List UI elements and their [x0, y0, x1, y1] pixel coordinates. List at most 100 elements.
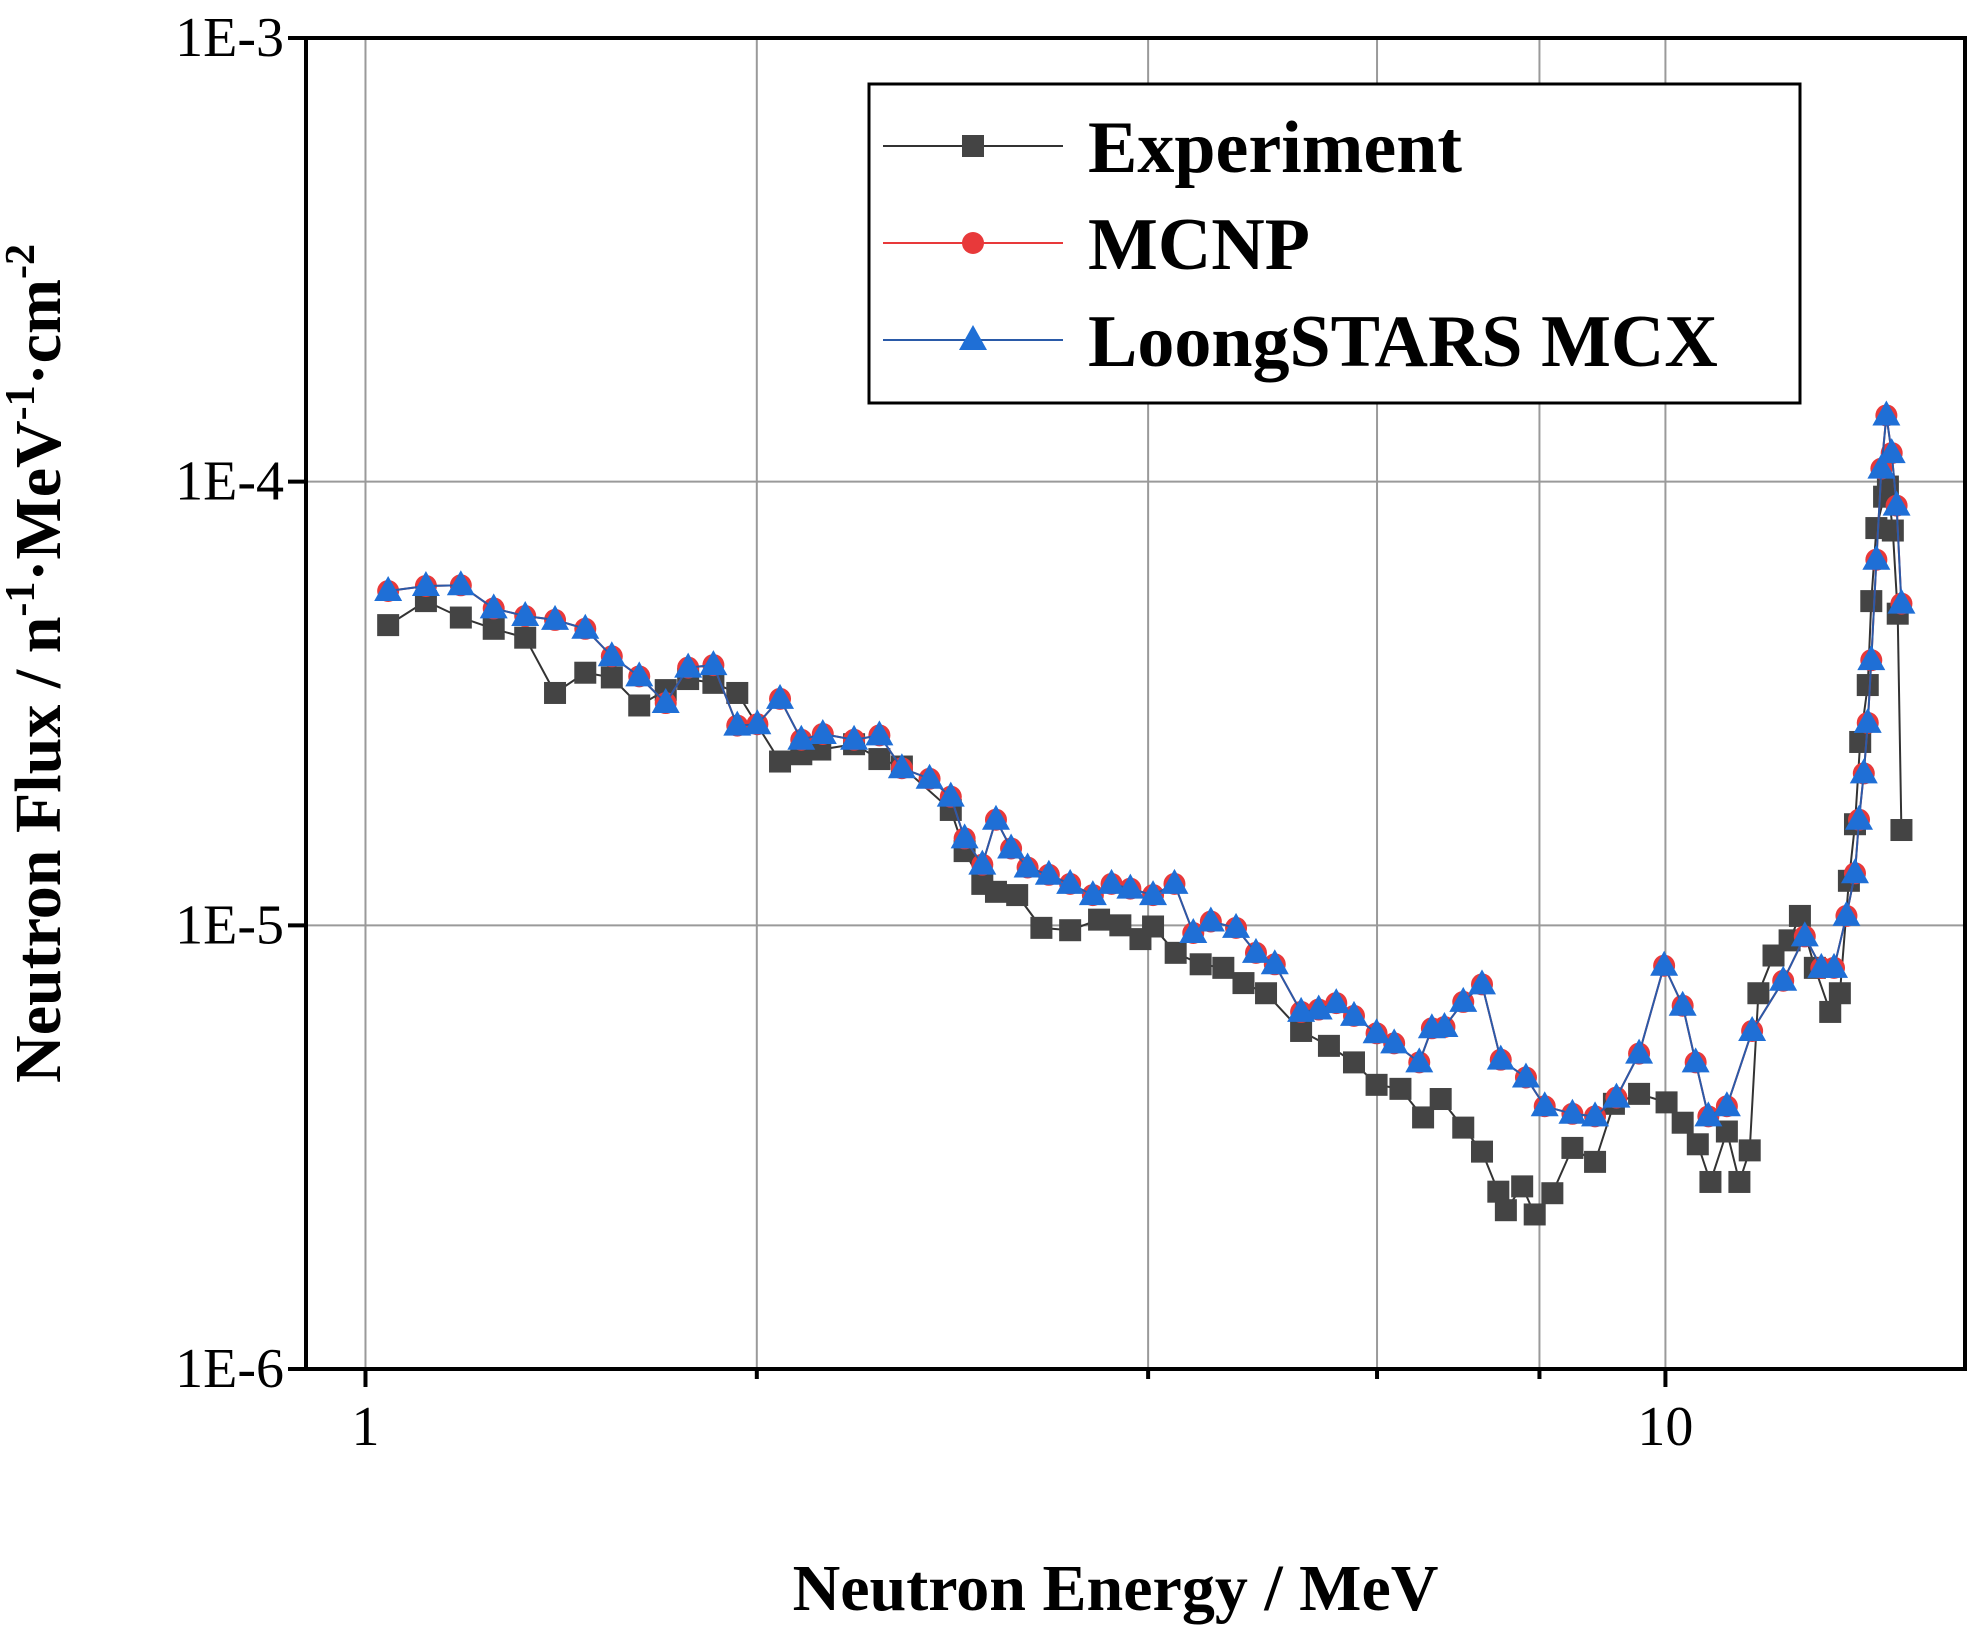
data-point-loongstars-mcx	[1034, 859, 1063, 885]
data-point-loongstars-mcx	[1511, 1062, 1540, 1088]
data-point-experiment	[1890, 819, 1913, 842]
data-point-loongstars-mcx	[1650, 950, 1679, 976]
data-point-loongstars-mcx	[968, 849, 997, 875]
y-axis-title: Neutron Flux / n-1·MeV-1·cm-2	[0, 244, 75, 1083]
data-point-loongstars-mcx	[743, 709, 772, 735]
data-point-loongstars-mcx	[1449, 986, 1478, 1012]
data-point-experiment	[1189, 953, 1212, 976]
data-point-experiment	[1487, 1180, 1510, 1203]
data-point-loongstars-mcx	[1139, 880, 1168, 906]
data-point-loongstars-mcx	[1097, 868, 1126, 894]
data-point-loongstars-mcx	[1602, 1082, 1631, 1108]
data-point-experiment	[1088, 908, 1111, 931]
data-point-loongstars-mcx	[1078, 880, 1107, 906]
data-point-loongstars-mcx	[1179, 917, 1208, 943]
data-series	[374, 400, 1916, 1226]
data-point-loongstars-mcx	[1882, 490, 1911, 516]
data-point-experiment	[1881, 519, 1904, 542]
data-point-experiment	[1342, 1051, 1365, 1074]
x-tick-label: 10	[1637, 1396, 1693, 1458]
data-point-loongstars-mcx	[723, 710, 752, 736]
data-point-experiment	[1511, 1175, 1534, 1198]
data-point-experiment	[449, 606, 472, 629]
data-point-experiment	[1788, 904, 1811, 927]
legend-marker-square-icon	[962, 135, 984, 157]
data-point-experiment	[1059, 919, 1082, 942]
y-tick-label: 1E-6	[175, 1338, 284, 1400]
data-point-experiment	[1471, 1140, 1494, 1163]
data-point-experiment	[1255, 982, 1278, 1005]
y-axis-title-text: Neutron Flux / n	[2, 617, 75, 1083]
data-point-loongstars-mcx	[787, 724, 816, 750]
data-point-loongstars-mcx	[1853, 707, 1882, 733]
data-point-loongstars-mcx	[1241, 937, 1270, 963]
data-point-experiment	[1561, 1136, 1584, 1159]
data-point-experiment	[1164, 941, 1187, 964]
y-axis-title-superscript: -1	[0, 582, 44, 617]
data-point-experiment	[1699, 1170, 1722, 1193]
data-point-loongstars-mcx	[1304, 994, 1333, 1020]
data-point-loongstars-mcx	[950, 823, 979, 849]
data-point-loongstars-mcx	[1486, 1044, 1515, 1070]
data-point-experiment	[1655, 1091, 1678, 1114]
data-point-experiment	[1290, 1019, 1313, 1042]
legend-label: Experiment	[1088, 107, 1462, 189]
data-point-experiment	[600, 666, 623, 689]
data-point-experiment	[1541, 1182, 1564, 1205]
data-point-loongstars-mcx	[411, 570, 440, 596]
data-point-loongstars-mcx	[1116, 873, 1145, 899]
data-point-loongstars-mcx	[1845, 804, 1874, 830]
data-point-experiment	[868, 748, 891, 771]
data-point-loongstars-mcx	[511, 600, 540, 626]
data-point-loongstars-mcx	[571, 613, 600, 639]
data-point-loongstars-mcx	[446, 570, 475, 596]
data-point-loongstars-mcx	[1712, 1091, 1741, 1117]
data-point-loongstars-mcx	[1849, 758, 1878, 784]
data-point-loongstars-mcx	[1260, 949, 1289, 975]
data-point-loongstars-mcx	[1820, 952, 1849, 978]
x-axis-title: Neutron Energy / MeV	[793, 1552, 1439, 1625]
data-point-loongstars-mcx	[1222, 912, 1251, 938]
data-point-loongstars-mcx	[887, 753, 916, 779]
data-point-loongstars-mcx	[479, 593, 508, 619]
y-axis-title-superscript: -2	[0, 244, 44, 279]
data-point-experiment	[1494, 1199, 1517, 1222]
axis-ticks: 1 10 1E-3 1E-4 1E-5 1E-6	[175, 7, 1693, 1458]
data-point-experiment	[1728, 1170, 1751, 1193]
data-point-loongstars-mcx	[1681, 1047, 1710, 1073]
data-point-loongstars-mcx	[1362, 1018, 1391, 1044]
data-point-loongstars-mcx	[1322, 988, 1351, 1014]
y-axis-title-text: ·cm	[2, 279, 75, 385]
data-point-experiment	[1109, 914, 1132, 937]
data-point-loongstars-mcx	[674, 652, 703, 678]
data-point-experiment	[574, 661, 597, 684]
data-point-experiment	[1828, 982, 1851, 1005]
data-point-loongstars-mcx	[915, 763, 944, 789]
data-point-loongstars-mcx	[865, 720, 894, 746]
data-point-loongstars-mcx	[374, 575, 403, 601]
y-tick-label: 1E-3	[175, 7, 284, 69]
data-point-loongstars-mcx	[1196, 906, 1225, 932]
series-experiment	[377, 475, 1913, 1226]
data-point-loongstars-mcx	[1857, 645, 1886, 671]
data-point-loongstars-mcx	[1581, 1101, 1610, 1127]
data-point-loongstars-mcx	[1867, 453, 1896, 479]
legend-label: MCNP	[1088, 204, 1310, 286]
data-point-experiment	[984, 880, 1007, 903]
data-point-experiment	[1429, 1088, 1452, 1111]
data-point-loongstars-mcx	[936, 781, 965, 807]
data-point-experiment	[1142, 915, 1165, 938]
legend-item-mcnp: MCNP	[883, 204, 1310, 286]
data-point-experiment	[769, 750, 792, 773]
legend-marker-circle-icon	[962, 232, 984, 254]
series-loongstars-mcx	[374, 400, 1916, 1127]
data-point-loongstars-mcx	[1790, 921, 1819, 947]
data-point-loongstars-mcx	[541, 604, 570, 630]
data-point-experiment	[1365, 1073, 1388, 1096]
data-point-loongstars-mcx	[1380, 1028, 1409, 1054]
data-point-loongstars-mcx	[1468, 969, 1497, 995]
data-point-experiment	[1389, 1077, 1412, 1100]
data-point-loongstars-mcx	[981, 804, 1010, 830]
data-point-loongstars-mcx	[1430, 1011, 1459, 1037]
